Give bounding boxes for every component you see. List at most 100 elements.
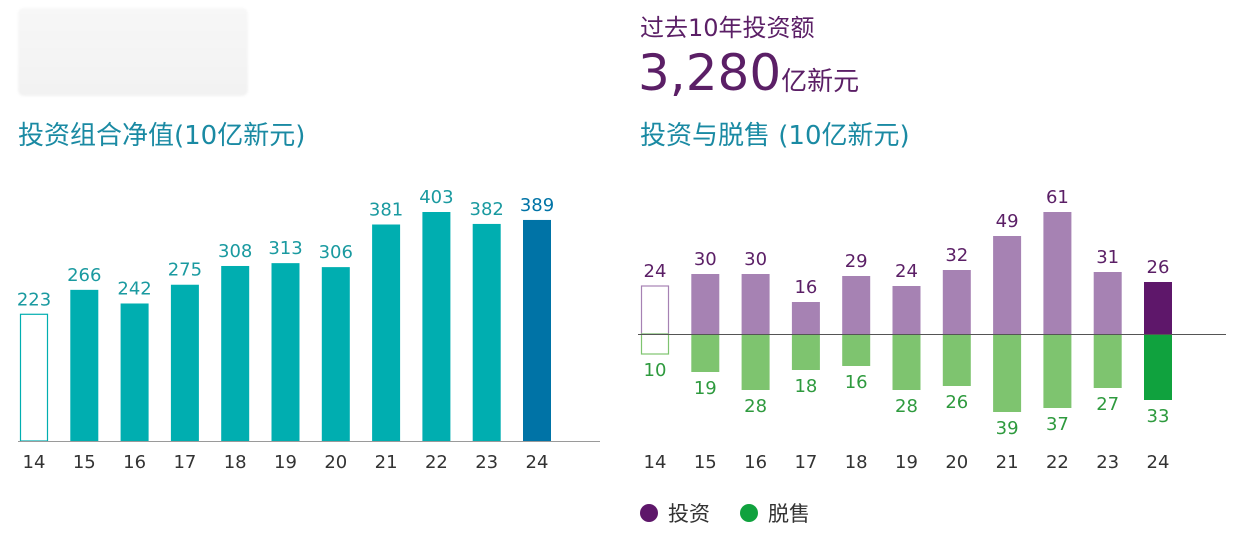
divestment-label-23: 27: [1096, 394, 1119, 415]
total-investment-unit: 亿新元: [781, 67, 860, 97]
divestment-bar-17: [791, 334, 820, 370]
investment-label-16: 30: [744, 249, 767, 270]
net-value-bar-18: [221, 265, 250, 441]
flow-x-tick-20: 20: [945, 452, 968, 473]
investment-bar-16: [741, 274, 770, 334]
investment-bar-17: [791, 302, 820, 334]
investment-label-23: 31: [1096, 247, 1119, 268]
chart-legend: 投资 脱售: [640, 498, 810, 528]
net-value-label-20: 306: [319, 242, 353, 263]
investment-bar-19: [892, 286, 921, 334]
net-value-label-23: 382: [470, 199, 504, 220]
legend-label-invest: 投资: [668, 502, 710, 526]
net-value-x-tick-16: 16: [123, 452, 146, 473]
investment-label-17: 16: [794, 277, 817, 298]
investment-label-15: 30: [694, 249, 717, 270]
divestment-bar-22: [1043, 334, 1072, 408]
net-value-x-tick-23: 23: [475, 452, 498, 473]
flow-x-tick-19: 19: [895, 452, 918, 473]
net-value-bar-24: [523, 219, 551, 441]
divestment-bar-24: [1144, 334, 1172, 400]
divestment-bar-20: [942, 334, 971, 386]
divestment-bar-23: [1093, 334, 1122, 388]
net-value-x-tick-19: 19: [274, 452, 297, 473]
investment-bar-20: [942, 270, 971, 334]
legend-item-divest: 脱售: [740, 498, 810, 528]
net-value-label-22: 403: [419, 187, 453, 208]
net-value-x-tick-24: 24: [526, 452, 549, 473]
net-value-label-24: 389: [520, 195, 554, 216]
net-value-bar-21: [372, 224, 401, 441]
flow-x-tick-17: 17: [794, 452, 817, 473]
flow-x-tick-21: 21: [996, 452, 1019, 473]
net-value-label-15: 266: [67, 265, 101, 286]
net-value-bar-22: [422, 212, 451, 441]
net-value-x-tick-15: 15: [73, 452, 96, 473]
divestment-label-15: 19: [694, 378, 717, 399]
investment-label-20: 32: [945, 245, 968, 266]
investment-bar-18: [842, 276, 871, 334]
divestment-label-24: 33: [1147, 406, 1170, 427]
investment-bar-22: [1043, 212, 1072, 334]
legend-label-divest: 脱售: [768, 502, 810, 526]
flow-x-tick-18: 18: [845, 452, 868, 473]
investment-label-24: 26: [1147, 257, 1170, 278]
flow-x-tick-22: 22: [1046, 452, 1069, 473]
flow-x-tick-24: 24: [1147, 452, 1170, 473]
divestment-bar-15: [691, 334, 720, 372]
net-value-label-19: 313: [268, 238, 302, 259]
total-investment-caption: 过去10年投资额: [640, 14, 815, 42]
divestment-bar-21: [993, 334, 1022, 412]
left-chart-title: 投资组合净值(10亿新元): [18, 121, 306, 151]
legend-item-invest: 投资: [640, 498, 710, 528]
flow-x-tick-23: 23: [1096, 452, 1119, 473]
divestment-label-18: 16: [845, 372, 868, 393]
net-value-bar-15: [70, 289, 99, 441]
flow-x-tick-16: 16: [744, 452, 767, 473]
investment-label-18: 29: [845, 251, 868, 272]
net-value-label-16: 242: [117, 278, 151, 299]
net-value-label-18: 308: [218, 241, 252, 262]
net-value-bar-14: [19, 313, 49, 442]
divestment-bar-19: [892, 334, 921, 390]
net-value-bar-19: [271, 263, 300, 441]
divestment-label-16: 28: [744, 396, 767, 417]
net-value-x-tick-18: 18: [224, 452, 247, 473]
net-value-x-tick-14: 14: [23, 452, 46, 473]
investment-label-19: 24: [895, 261, 918, 282]
net-value-label-17: 275: [168, 260, 202, 281]
divestment-bar-14: [640, 333, 670, 355]
divestment-label-21: 39: [996, 418, 1019, 439]
investment-bar-24: [1144, 282, 1172, 334]
company-logo: [18, 8, 248, 96]
total-investment-value: 3,280亿新元: [638, 44, 859, 102]
net-value-bar-16: [120, 303, 149, 441]
net-value-label-21: 381: [369, 200, 403, 221]
divestment-label-14: 10: [644, 360, 667, 381]
net-value-x-tick-17: 17: [173, 452, 196, 473]
net-value-x-tick-22: 22: [425, 452, 448, 473]
investment-label-21: 49: [996, 211, 1019, 232]
flow-x-tick-14: 14: [644, 452, 667, 473]
right-chart-title: 投资与脱售 (10亿新元): [640, 121, 910, 151]
investment-label-22: 61: [1046, 187, 1069, 208]
divestment-bar-16: [741, 334, 770, 390]
net-value-bar-17: [170, 284, 199, 441]
net-value-bar-20: [321, 267, 350, 441]
divestment-label-17: 18: [794, 376, 817, 397]
investment-label-14: 24: [644, 261, 667, 282]
net-value-x-tick-20: 20: [324, 452, 347, 473]
net-value-label-14: 223: [17, 289, 51, 310]
net-value-x-tick-21: 21: [375, 452, 398, 473]
investment-bar-23: [1093, 272, 1122, 334]
divestment-label-19: 28: [895, 396, 918, 417]
legend-swatch-divest: [740, 504, 758, 522]
investment-bar-15: [691, 274, 720, 334]
net-value-bar-23: [472, 223, 501, 441]
investment-bar-21: [993, 236, 1022, 334]
divestment-label-20: 26: [945, 392, 968, 413]
investment-bar-14: [640, 285, 670, 335]
divestment-bar-18: [842, 334, 871, 366]
total-investment-number: 3,280: [638, 44, 782, 102]
